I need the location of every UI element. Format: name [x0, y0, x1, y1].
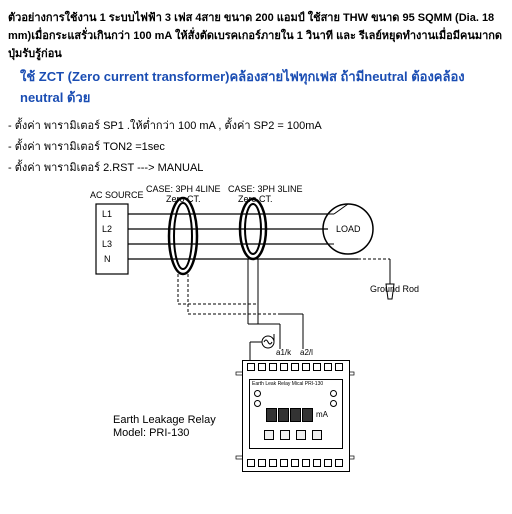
device-title: Earth Leak Relay Mical PRI-130 — [252, 381, 323, 387]
label-zct1: Zero CT. — [166, 194, 201, 204]
bullet-1: - ตั้งค่า พารามิเตอร์ SP1 .ให้ต่ำกว่า 10… — [8, 116, 504, 134]
label-load: LOAD — [336, 224, 361, 234]
label-l1: L1 — [102, 209, 112, 219]
label-l3: L3 — [102, 239, 112, 249]
label-relay2: Model: PRI-130 — [113, 427, 189, 439]
bullet-3: - ตั้งค่า พารามิเตอร์ 2.RST ---> MANUAL — [8, 158, 504, 176]
header-text: ตัวอย่างการใช้งาน 1 ระบบไฟฟ้า 3 เฟส 4สาย… — [8, 8, 504, 62]
label-n: N — [104, 254, 111, 264]
label-a2: a2/l — [300, 348, 313, 357]
label-ground: Ground Rod — [370, 284, 419, 294]
label-case3: CASE: 3PH 3LINE — [228, 184, 303, 194]
label-zct2: Zero CT. — [238, 194, 273, 204]
label-relay1: Earth Leakage Relay — [113, 414, 216, 426]
wiring-diagram: AC SOURCE L1 L2 L3 N CASE: 3PH 4LINE Zer… — [18, 184, 498, 514]
label-ac-source: AC SOURCE — [90, 190, 144, 200]
bullet-2: - ตั้งค่า พารามิเตอร์ TON2 =1sec — [8, 137, 504, 155]
label-a1: a1/k — [276, 348, 291, 357]
blue-instruction: ใช้ ZCT (Zero current transformer)คล้องส… — [20, 66, 504, 108]
label-case4: CASE: 3PH 4LINE — [146, 184, 221, 194]
label-l2: L2 — [102, 224, 112, 234]
unit-ma: mA — [316, 410, 328, 419]
relay-device: Earth Leak Relay Mical PRI-130 mA — [242, 360, 350, 472]
